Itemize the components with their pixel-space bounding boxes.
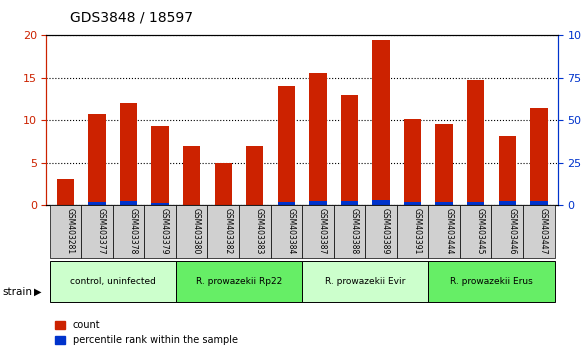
Text: GSM403383: GSM403383 xyxy=(255,208,264,255)
FancyBboxPatch shape xyxy=(176,261,302,302)
FancyBboxPatch shape xyxy=(428,261,555,302)
FancyBboxPatch shape xyxy=(302,205,333,258)
Text: R. prowazekii Rp22: R. prowazekii Rp22 xyxy=(196,277,282,286)
Text: GSM403380: GSM403380 xyxy=(192,208,200,255)
FancyBboxPatch shape xyxy=(333,205,365,258)
Text: control, uninfected: control, uninfected xyxy=(70,277,156,286)
Bar xyxy=(498,136,516,205)
Bar xyxy=(467,201,485,205)
Text: GSM403387: GSM403387 xyxy=(318,208,327,255)
FancyBboxPatch shape xyxy=(460,205,492,258)
Text: GSM403444: GSM403444 xyxy=(444,208,453,255)
Bar xyxy=(436,202,453,205)
Bar xyxy=(246,146,263,205)
FancyBboxPatch shape xyxy=(492,205,523,258)
FancyBboxPatch shape xyxy=(49,205,81,258)
FancyBboxPatch shape xyxy=(302,261,428,302)
Bar xyxy=(530,108,547,205)
Bar xyxy=(530,201,547,205)
Bar xyxy=(372,40,390,205)
FancyBboxPatch shape xyxy=(239,205,271,258)
Text: GSM403388: GSM403388 xyxy=(349,208,358,254)
Text: GDS3848 / 18597: GDS3848 / 18597 xyxy=(70,11,193,25)
FancyBboxPatch shape xyxy=(397,205,428,258)
FancyBboxPatch shape xyxy=(428,205,460,258)
Bar xyxy=(436,124,453,205)
Bar xyxy=(278,202,295,205)
Text: GSM403378: GSM403378 xyxy=(128,208,138,255)
Bar xyxy=(372,200,390,205)
Text: GSM403389: GSM403389 xyxy=(381,208,390,255)
Text: GSM403379: GSM403379 xyxy=(160,208,169,255)
Text: GSM403384: GSM403384 xyxy=(286,208,295,255)
Bar xyxy=(120,201,137,205)
Bar xyxy=(120,103,137,205)
Bar xyxy=(88,202,106,205)
Bar xyxy=(57,179,74,205)
Bar xyxy=(404,202,421,205)
Bar xyxy=(309,73,327,205)
Text: GSM403377: GSM403377 xyxy=(97,208,106,255)
Bar xyxy=(278,86,295,205)
FancyBboxPatch shape xyxy=(81,205,113,258)
Bar xyxy=(341,201,358,205)
Text: GSM403446: GSM403446 xyxy=(507,208,517,255)
Bar xyxy=(341,95,358,205)
Text: strain: strain xyxy=(3,287,33,297)
FancyBboxPatch shape xyxy=(271,205,302,258)
FancyBboxPatch shape xyxy=(49,261,176,302)
FancyBboxPatch shape xyxy=(207,205,239,258)
FancyBboxPatch shape xyxy=(144,205,176,258)
Bar xyxy=(152,126,168,205)
Text: GSM403447: GSM403447 xyxy=(539,208,548,255)
Bar xyxy=(214,163,232,205)
FancyBboxPatch shape xyxy=(523,205,555,258)
Text: ▶: ▶ xyxy=(34,287,41,297)
Text: GSM403382: GSM403382 xyxy=(223,208,232,254)
Bar xyxy=(404,119,421,205)
FancyBboxPatch shape xyxy=(113,205,144,258)
FancyBboxPatch shape xyxy=(176,205,207,258)
Bar xyxy=(467,80,485,205)
Text: GSM403281: GSM403281 xyxy=(66,208,74,254)
Bar xyxy=(88,114,106,205)
Bar xyxy=(498,201,516,205)
Text: R. prowazekii Evir: R. prowazekii Evir xyxy=(325,277,406,286)
Text: R. prowazekii Erus: R. prowazekii Erus xyxy=(450,277,533,286)
Legend: count, percentile rank within the sample: count, percentile rank within the sample xyxy=(51,316,242,349)
FancyBboxPatch shape xyxy=(365,205,397,258)
Bar xyxy=(152,202,168,205)
Text: GSM403445: GSM403445 xyxy=(476,208,485,255)
Bar xyxy=(309,201,327,205)
Text: GSM403391: GSM403391 xyxy=(413,208,422,255)
Bar xyxy=(183,146,200,205)
